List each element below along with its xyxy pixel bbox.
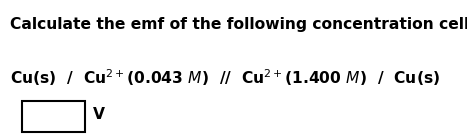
Bar	[22, 101, 85, 132]
Text: Calculate the emf of the following concentration cell at 25°C:: Calculate the emf of the following conce…	[10, 17, 467, 32]
Text: Cu(s)  /  Cu$^{2+}$(0.043 $M$)  //  Cu$^{2+}$(1.400 $M$)  /  Cu(s): Cu(s) / Cu$^{2+}$(0.043 $M$) // Cu$^{2+}…	[10, 67, 440, 88]
Text: V: V	[93, 107, 106, 122]
